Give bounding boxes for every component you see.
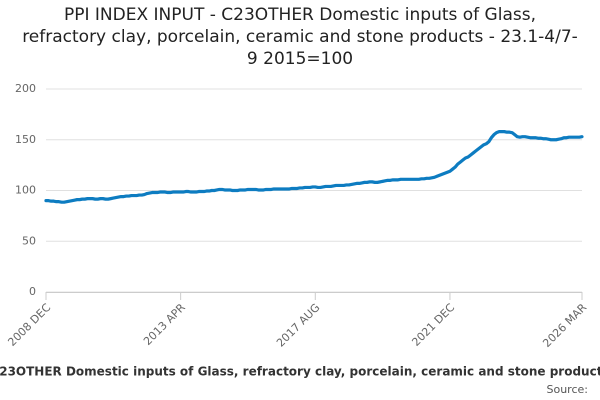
x-tick-label: 2017 AUG xyxy=(274,301,323,350)
x-tick-label: 2013 APR xyxy=(141,301,188,348)
source: Source: xyxy=(547,383,589,396)
y-tick-label: 200 xyxy=(15,82,36,95)
y-tick-label: 50 xyxy=(22,234,36,247)
y-tick-label: 0 xyxy=(29,285,36,298)
y-tick-label: 150 xyxy=(15,133,36,146)
y-tick-label: 100 xyxy=(15,184,36,197)
x-tick-label: 2021 DEC xyxy=(409,301,457,349)
x-tick-label: 2026 MAR xyxy=(540,301,589,350)
series-line xyxy=(44,130,584,204)
x-tick-label: 2008 DEC xyxy=(5,301,53,349)
legend-label: C23OTHER Domestic inputs of Glass, refra… xyxy=(0,365,600,379)
chart-title: PPI INDEX INPUT - C23OTHER Domestic inpu… xyxy=(22,5,578,69)
